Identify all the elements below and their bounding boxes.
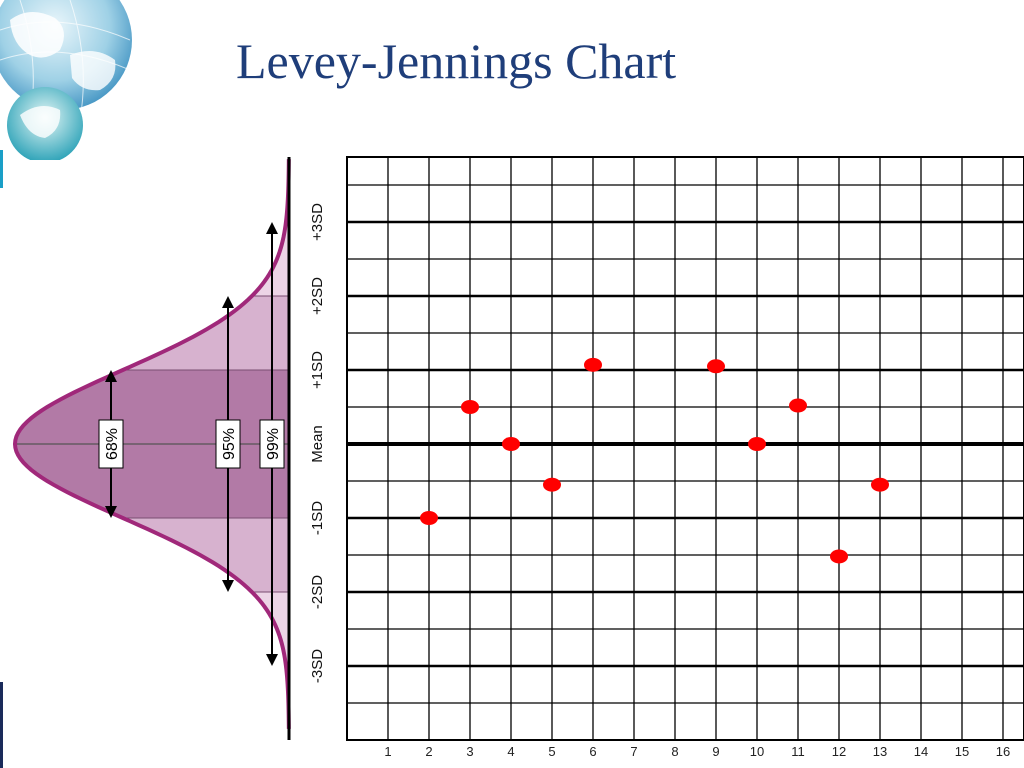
x-tick-label: 3	[466, 744, 473, 759]
sd-level-label: +3SD	[309, 203, 326, 241]
sd-level-label: -3SD	[309, 649, 326, 683]
x-tick-label: 1	[384, 744, 391, 759]
sd-level-label: -1SD	[309, 501, 326, 535]
x-tick-label: 4	[507, 744, 514, 759]
plot-area	[346, 156, 1024, 741]
percent-label: 95%	[221, 428, 238, 460]
sd-level-label: +1SD	[309, 351, 326, 389]
x-tick-label: 8	[671, 744, 678, 759]
percent-label: 68%	[104, 428, 121, 460]
data-point	[871, 477, 889, 492]
sd-level-label: Mean	[309, 425, 326, 463]
data-point	[543, 477, 561, 492]
x-tick-label: 6	[589, 744, 596, 759]
decorative-stripe	[0, 682, 3, 768]
x-tick-label: 15	[955, 744, 969, 759]
data-point	[830, 549, 848, 564]
data-point	[748, 437, 766, 451]
data-point	[420, 511, 438, 525]
distribution-curve	[12, 159, 291, 729]
percent-label-box	[259, 419, 285, 469]
decorative-stripe	[0, 150, 3, 188]
sd-level-label: -2SD	[309, 575, 326, 609]
data-point	[461, 400, 479, 414]
x-tick-label: 7	[630, 744, 637, 759]
sd-level-labels: +3SD +2SD +1SD Mean -1SD -2SD -3SD	[309, 203, 326, 683]
x-tick-label: 5	[548, 744, 555, 759]
data-point	[584, 357, 602, 372]
data-point	[789, 398, 807, 413]
globe-icon	[0, 0, 132, 160]
x-tick-label: 12	[832, 744, 846, 759]
x-tick-label: 16	[996, 744, 1010, 759]
chart-grid	[346, 156, 1024, 741]
data-point	[502, 437, 520, 451]
x-tick-label: 14	[914, 744, 928, 759]
data-points	[420, 357, 889, 564]
x-tick-label: 2	[425, 744, 432, 759]
data-point	[707, 359, 725, 374]
sd-level-label: +2SD	[309, 277, 326, 315]
normal-distribution-panel: 68% 95% 99%	[12, 157, 291, 740]
slide-title: Levey-Jennings Chart	[236, 33, 677, 89]
percent-label-box	[215, 419, 241, 469]
x-tick-label: 13	[873, 744, 887, 759]
percent-label: 99%	[265, 428, 282, 460]
x-tick-label: 10	[750, 744, 764, 759]
percent-label-box	[98, 419, 124, 469]
x-tick-label: 11	[791, 744, 805, 759]
x-tick-labels: 1 2 3 4 5 6 7 8 9 10 11 12 13 14 15 16	[384, 744, 1010, 759]
x-tick-label: 9	[712, 744, 719, 759]
